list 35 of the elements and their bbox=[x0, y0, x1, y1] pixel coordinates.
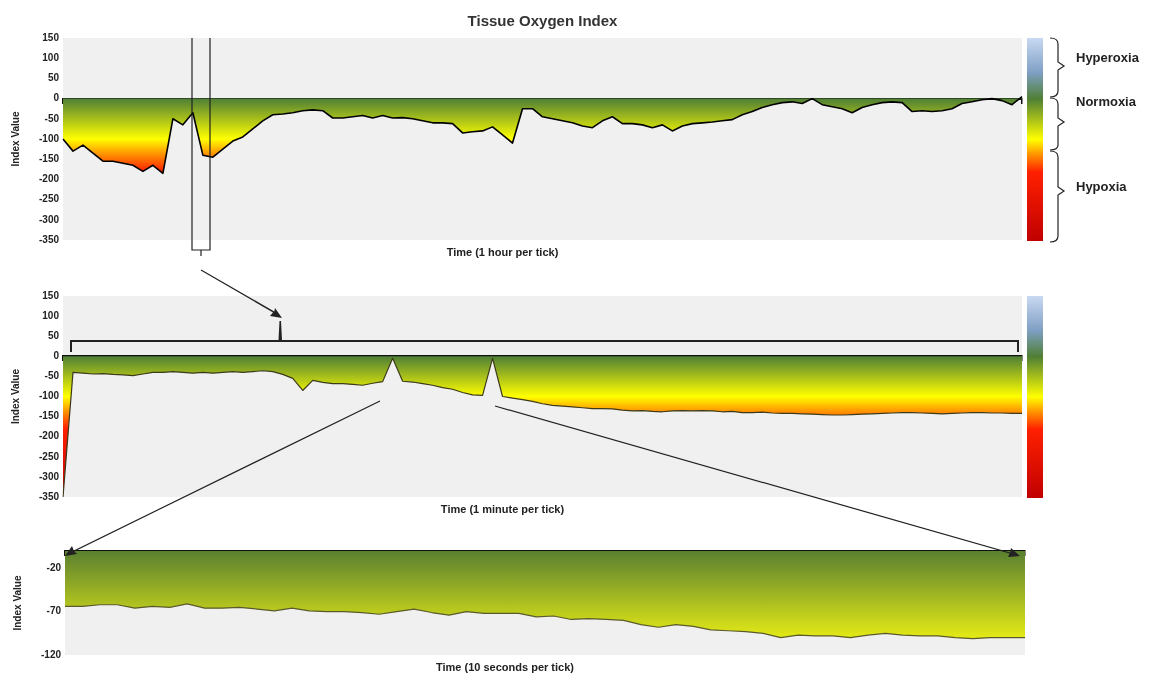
y-tick-label: 0 bbox=[53, 350, 60, 362]
y-tick-label: 0 bbox=[53, 92, 60, 104]
y-tick-label: -350 bbox=[38, 233, 60, 245]
y-tick-label: 150 bbox=[42, 31, 60, 43]
y-tick-label: -150 bbox=[38, 410, 60, 422]
x-axis-title: Time (1 hour per tick) bbox=[446, 246, 559, 258]
y-tick-label: -50 bbox=[44, 112, 60, 124]
y-tick-label: -300 bbox=[38, 213, 60, 225]
x-axis-title: Time (1 minute per tick) bbox=[440, 503, 565, 515]
y-axis-title: Index Value bbox=[9, 368, 21, 425]
y-tick-label: -70 bbox=[46, 605, 62, 617]
y-tick-label: -250 bbox=[38, 193, 60, 205]
text: Hypoxia bbox=[1076, 179, 1127, 194]
y-tick-label: 100 bbox=[42, 51, 60, 63]
y-tick-label: -100 bbox=[38, 390, 60, 402]
y-tick-label: 150 bbox=[42, 289, 60, 301]
text: Normoxia bbox=[1076, 94, 1136, 109]
chart-title: Tissue Oxygen Index bbox=[467, 12, 618, 29]
y-tick-label: 100 bbox=[42, 309, 60, 321]
y-tick-label: 50 bbox=[47, 72, 60, 84]
y-axis-title: Index Value bbox=[11, 575, 23, 631]
y-tick-label: -250 bbox=[38, 450, 60, 462]
y-axis-title: Index Value bbox=[9, 111, 21, 167]
y-tick-label: -200 bbox=[38, 173, 60, 185]
text: Hyperoxia bbox=[1076, 50, 1139, 65]
y-tick-label: 50 bbox=[47, 329, 60, 341]
y-tick-label: -50 bbox=[44, 370, 60, 382]
y-tick-label: -20 bbox=[46, 562, 62, 574]
y-tick-label: -300 bbox=[38, 470, 60, 482]
y-tick-label: -100 bbox=[38, 132, 60, 144]
y-tick-label: -150 bbox=[38, 152, 60, 164]
y-tick-label: -120 bbox=[40, 648, 62, 660]
x-axis-title: Time (10 seconds per tick) bbox=[436, 661, 574, 673]
y-tick-label: -200 bbox=[38, 430, 60, 442]
y-tick-label: -350 bbox=[38, 490, 60, 502]
